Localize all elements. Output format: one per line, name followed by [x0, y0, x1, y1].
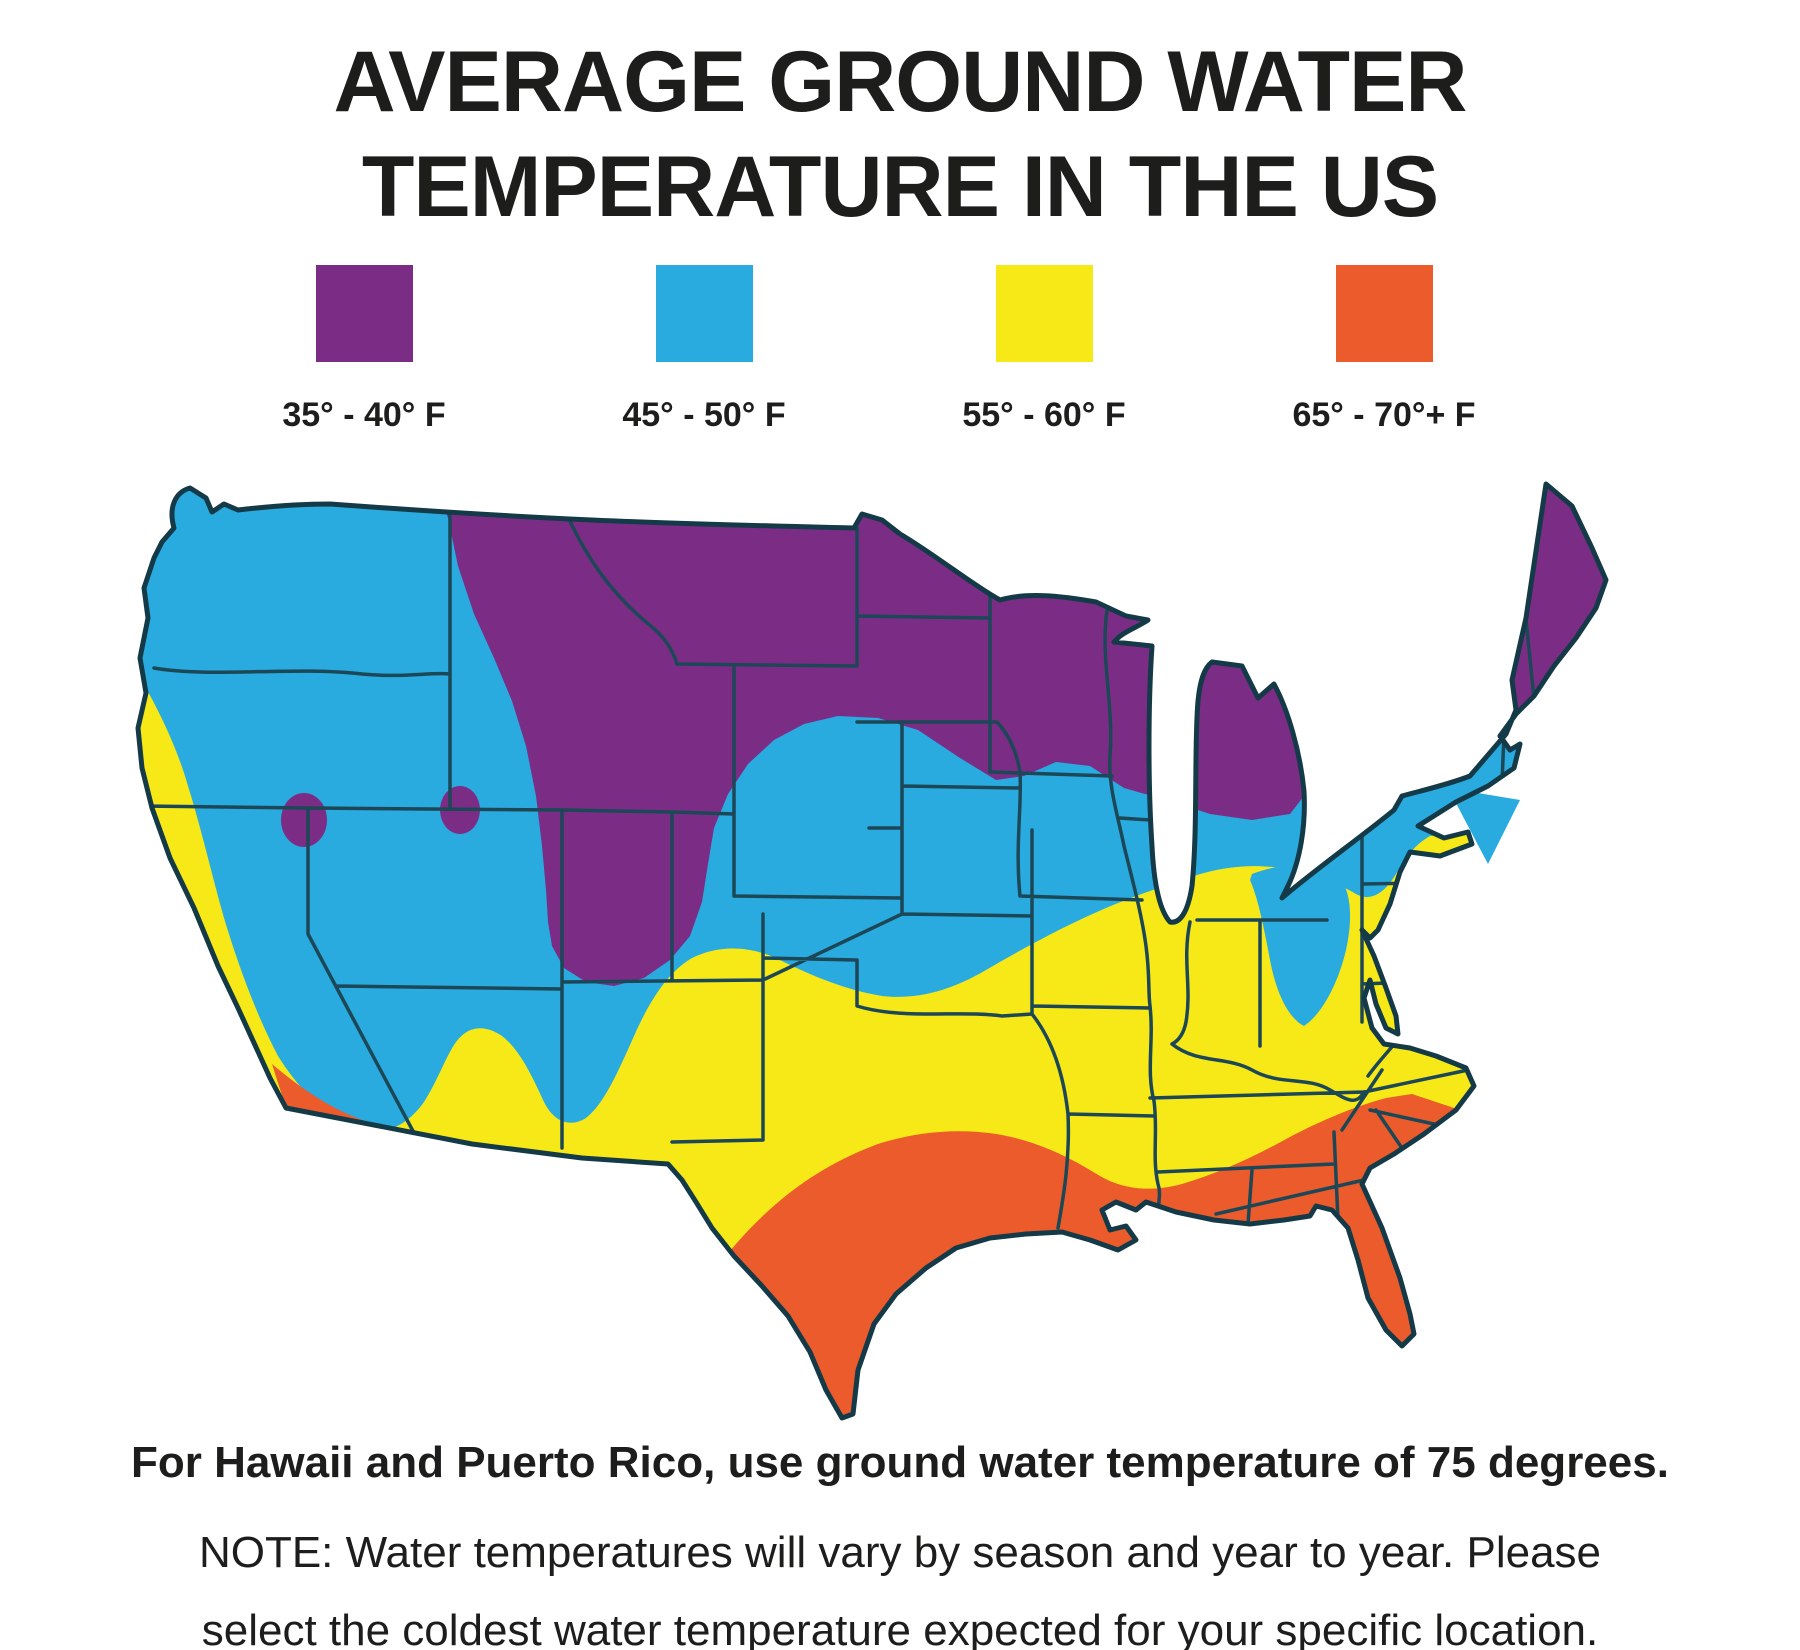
legend-swatch-yellow: [996, 265, 1093, 362]
legend-swatch-blue: [656, 265, 753, 362]
legend-label-65-70: 65° - 70°+ F: [1292, 396, 1476, 434]
legend-label-35-40: 35° - 40° F: [282, 396, 446, 434]
footer-note-line-1: NOTE: Water temperatures will vary by se…: [198, 1528, 1602, 1577]
legend-label-55-60: 55° - 60° F: [962, 396, 1126, 434]
us-outline: [135, 481, 1609, 1421]
legend-swatch-purple: [316, 265, 413, 362]
us-groundwater-map: [135, 481, 1609, 1421]
legend-label-45-50: 45° - 50° F: [622, 396, 786, 434]
map-zone-45-50-appalachia: [1250, 865, 1351, 1026]
map-zone-35-40-dot-nevada: [281, 793, 327, 847]
legend-swatch-orange: [1336, 265, 1433, 362]
title-line-2: TEMPERATURE IN THE US: [361, 138, 1439, 235]
map-artifact-blue-triangle: [1448, 788, 1520, 864]
page-title: AVERAGE GROUND WATER TEMPERATURE IN THE …: [0, 30, 1800, 240]
us-map-container: [112, 466, 1612, 1426]
footer-hawaii-note: For Hawaii and Puerto Rico, use ground w…: [131, 1438, 1669, 1487]
footer-note-line-2: select the coldest water temperature exp…: [201, 1606, 1599, 1650]
title-line-1: AVERAGE GROUND WATER: [333, 34, 1467, 130]
